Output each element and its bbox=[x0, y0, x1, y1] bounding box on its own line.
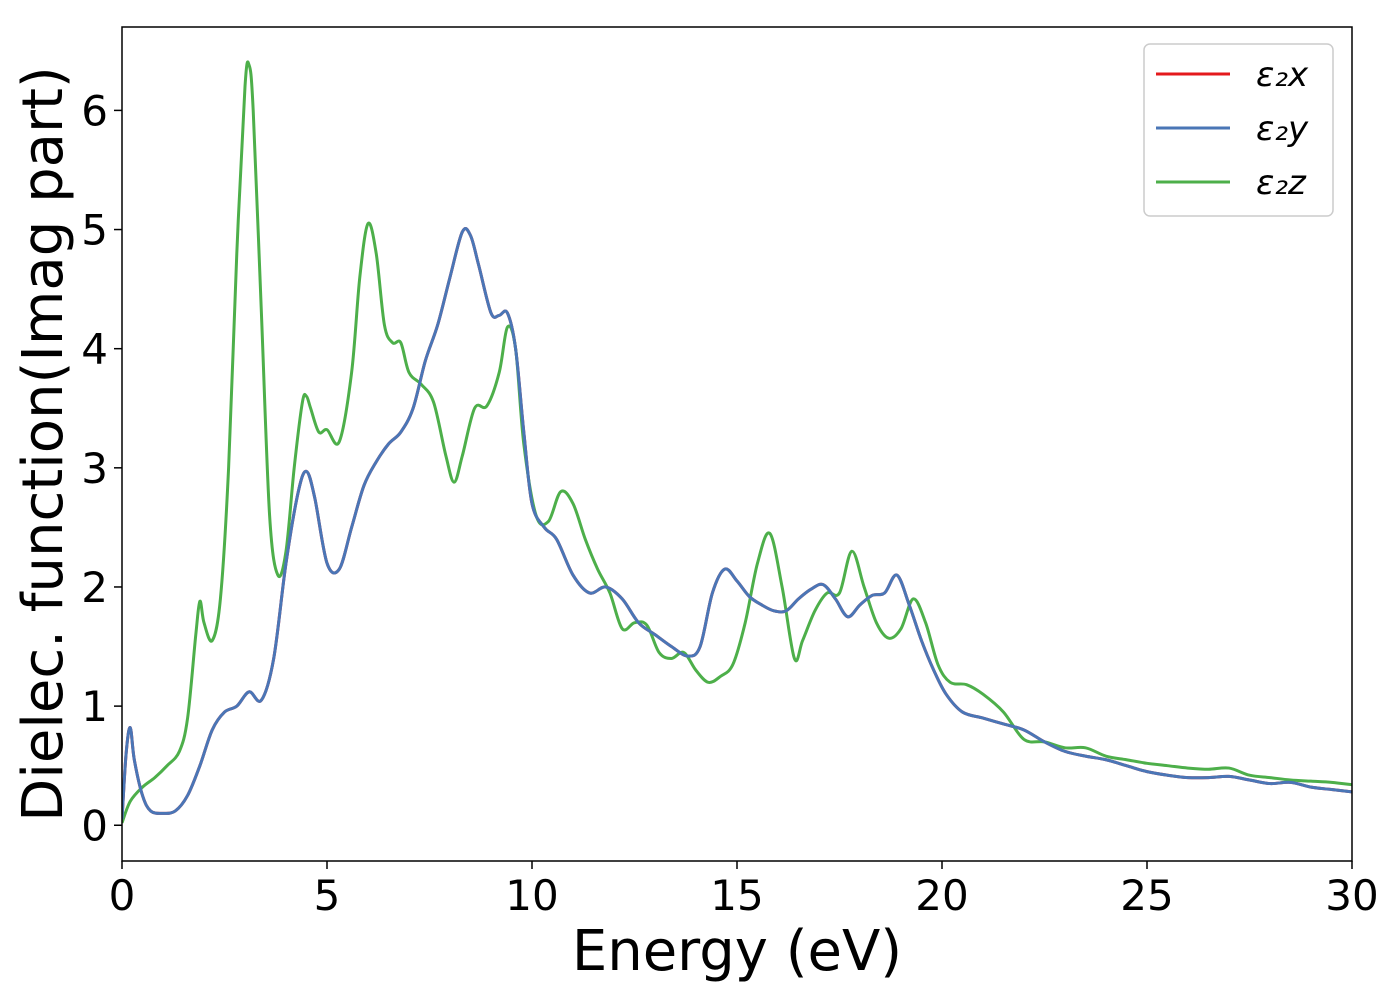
y-tick-label: 0 bbox=[81, 801, 108, 850]
y-tick-label: 4 bbox=[81, 325, 108, 374]
x-axis-label: Energy (eV) bbox=[572, 919, 902, 984]
x-tick-label: 25 bbox=[1120, 871, 1173, 920]
x-tick-label: 10 bbox=[505, 871, 558, 920]
legend-frame bbox=[1143, 43, 1334, 217]
y-tick-label: 1 bbox=[81, 682, 108, 731]
y-tick-label: 6 bbox=[81, 86, 108, 135]
x-tick-label: 15 bbox=[710, 871, 763, 920]
x-tick-label: 5 bbox=[314, 871, 341, 920]
legend-label: ε₂z bbox=[1256, 163, 1307, 203]
legend: ε₂x ε₂y ε₂z bbox=[1143, 43, 1334, 217]
x-tick-label: 30 bbox=[1325, 871, 1378, 920]
series-layer bbox=[122, 60, 1352, 824]
y-tick-label: 5 bbox=[81, 206, 108, 255]
legend-label: ε₂y bbox=[1256, 109, 1309, 149]
y-tick-label: 2 bbox=[81, 563, 108, 612]
x-axis: 0 5 10 15 20 25 30 bbox=[109, 861, 1379, 920]
series-line-1 bbox=[122, 227, 1352, 820]
y-tick-label: 3 bbox=[81, 444, 108, 493]
x-tick-label: 20 bbox=[915, 871, 968, 920]
plot-area bbox=[121, 26, 1353, 862]
x-tick-label: 0 bbox=[109, 871, 136, 920]
series-line-2 bbox=[122, 60, 1352, 824]
legend-label: ε₂x bbox=[1256, 55, 1309, 95]
y-axis: 0 1 2 3 4 5 6 bbox=[81, 86, 122, 850]
y-axis-label: Dielec. function(Imag part) bbox=[11, 66, 76, 822]
